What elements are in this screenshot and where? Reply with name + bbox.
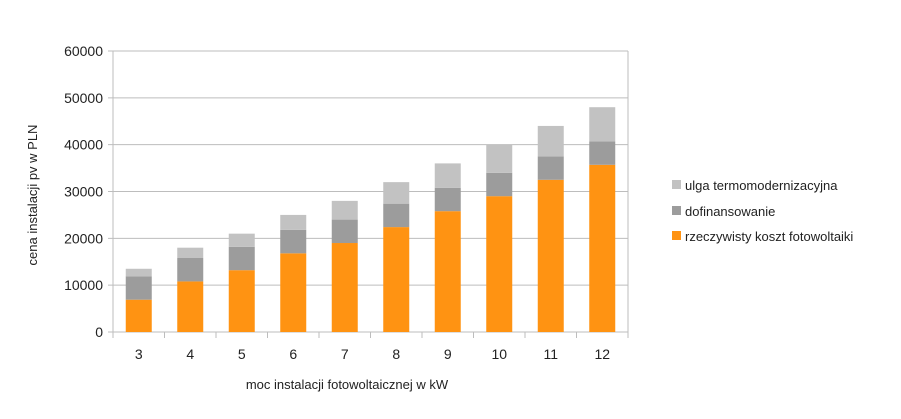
legend-label: rzeczywisty koszt fotowoltaiki (685, 229, 853, 244)
x-tick-label: 11 (543, 346, 558, 362)
legend-swatch (672, 231, 681, 240)
bar-segment (228, 233, 255, 247)
bar-segment (486, 144, 513, 173)
x-tick-label: 6 (289, 346, 297, 362)
y-tick-label: 10000 (64, 277, 103, 293)
x-tick-label: 5 (238, 346, 246, 362)
bar-segment (589, 141, 616, 165)
legend-swatch (672, 180, 681, 189)
y-tick-label: 20000 (64, 230, 103, 246)
bar-segment (280, 253, 307, 332)
bar-segment (383, 203, 410, 228)
bar-segment (589, 107, 616, 142)
x-tick-label: 3 (135, 346, 143, 362)
y-tick-label: 60000 (64, 43, 103, 59)
legend-label: dofinansowanie (685, 204, 775, 219)
bar-segment (228, 270, 255, 332)
y-tick-label: 50000 (64, 90, 103, 106)
bar-segment (486, 196, 513, 332)
bar-segment (434, 163, 461, 188)
bar-segment (331, 219, 358, 244)
bar-segment (537, 156, 564, 180)
bar-segment (177, 247, 204, 259)
bar-segment (331, 200, 358, 220)
x-tick-label: 10 (491, 346, 507, 362)
x-axis-title: moc instalacji fotowoltaicznej w kW (246, 377, 449, 392)
y-tick-label: 40000 (64, 137, 103, 153)
legend-swatch (672, 206, 681, 215)
bar-segment (177, 281, 204, 332)
bar-segment (280, 229, 307, 254)
x-tick-label: 9 (444, 346, 452, 362)
bar-segment (383, 227, 410, 332)
y-tick-label: 30000 (64, 184, 103, 200)
bar-segment (177, 258, 204, 282)
bar-segment (280, 214, 307, 230)
y-tick-label: 0 (95, 324, 103, 340)
bar-segment (125, 299, 152, 332)
legend-label: ulga termomodernizacyjna (685, 178, 838, 193)
y-axis-title: cena instalacji pv w PLN (25, 125, 40, 266)
bar-segment (331, 243, 358, 332)
x-tick-label: 12 (594, 346, 610, 362)
bar-segment (434, 211, 461, 332)
bar-segment (486, 172, 513, 197)
x-tick-label: 8 (392, 346, 400, 362)
bar-segment (589, 164, 616, 332)
bar-segment (228, 246, 255, 271)
bar-segment (537, 125, 564, 157)
bar-segment (125, 268, 152, 277)
bar-segment (383, 182, 410, 204)
bar-segment (537, 179, 564, 332)
x-tick-label: 7 (341, 346, 349, 362)
x-tick-label: 4 (186, 346, 194, 362)
bar-segment (125, 276, 152, 300)
bar-segment (434, 187, 461, 212)
